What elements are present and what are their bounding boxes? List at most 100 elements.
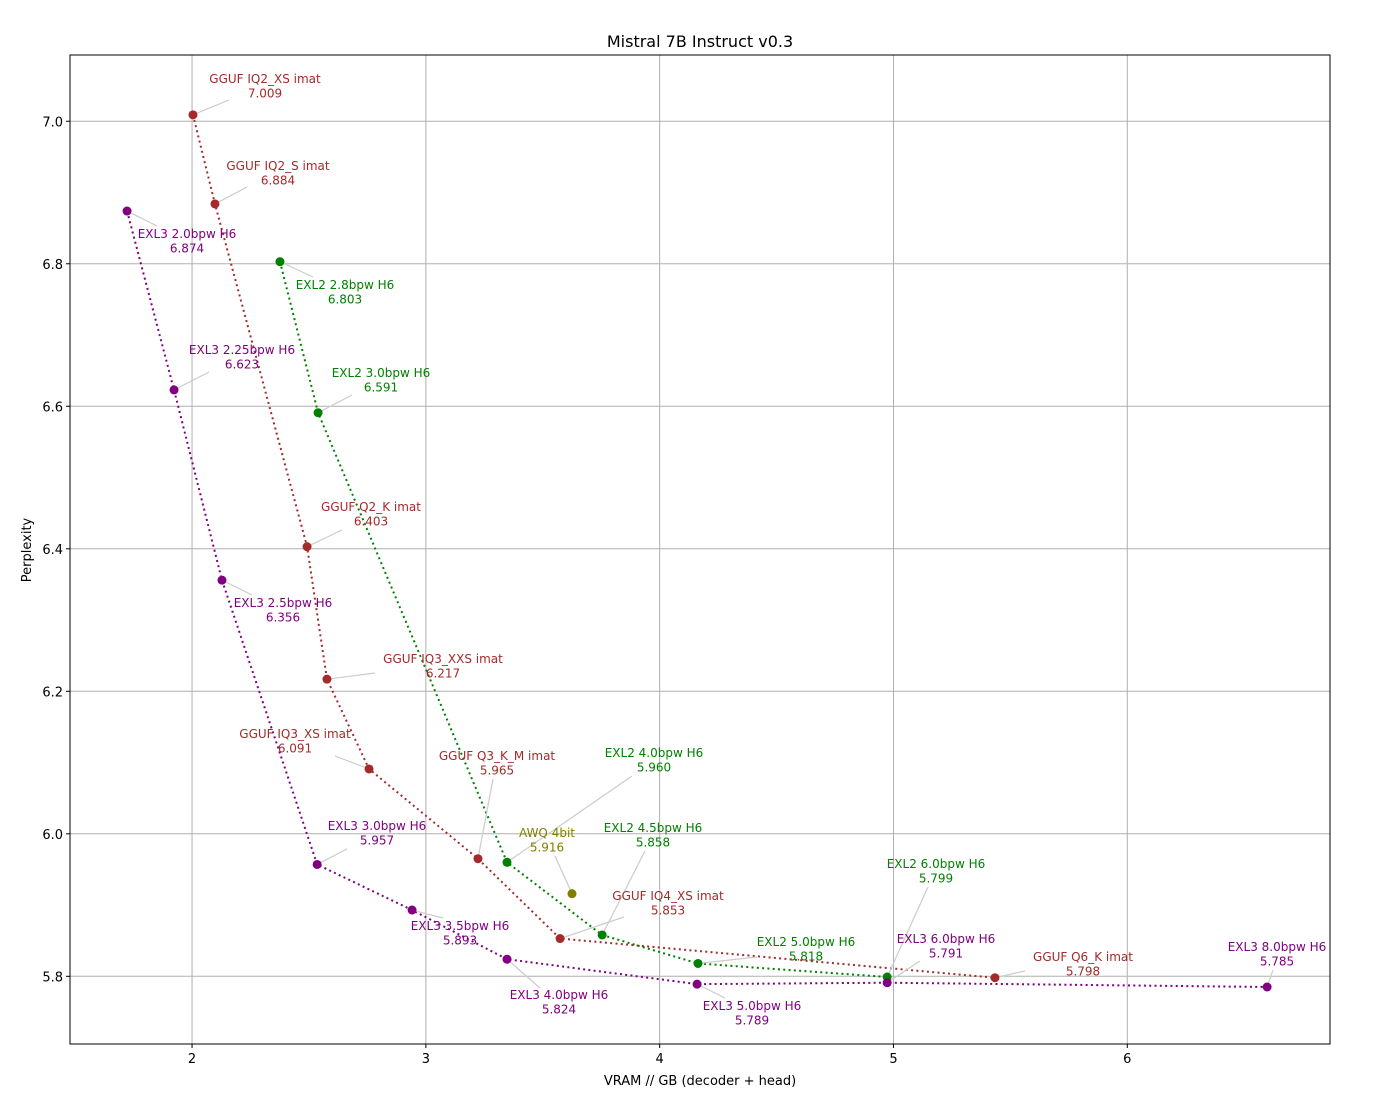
point-label: GGUF IQ3_XS imat (239, 727, 351, 741)
annotation-leader (886, 886, 929, 978)
point-label: EXL3 6.0bpw H6 (897, 932, 996, 946)
point-value: 6.803 (328, 293, 362, 307)
point-label: EXL2 2.8bpw H6 (296, 278, 395, 292)
point-label: GGUF IQ4_XS imat (612, 889, 724, 903)
point-label: GGUF IQ3_XXS imat (383, 652, 503, 666)
data-point (169, 385, 179, 395)
point-value: 5.789 (735, 1014, 769, 1028)
annotation-leader (334, 755, 370, 770)
point-label: GGUF IQ2_XS imat (209, 72, 321, 86)
x-tick-label: 2 (188, 1052, 196, 1067)
data-point (473, 854, 483, 864)
plot-frame (69, 54, 1331, 1045)
data-point (364, 764, 374, 774)
point-label: EXL2 6.0bpw H6 (887, 857, 986, 871)
point-value: 5.799 (919, 872, 953, 886)
x-tick-label: 6 (1123, 1052, 1131, 1067)
data-point (122, 206, 132, 216)
y-tick-label: 6.2 (42, 685, 63, 700)
x-tick-label: 5 (889, 1052, 897, 1067)
data-point (502, 954, 512, 964)
data-point (302, 542, 312, 552)
data-point (407, 905, 417, 915)
point-value: 5.960 (637, 761, 671, 775)
y-tick-label: 6.4 (42, 543, 63, 558)
point-label: EXL3 5.0bpw H6 (703, 999, 802, 1013)
data-point (567, 889, 577, 899)
data-point (188, 110, 198, 120)
point-value: 5.824 (542, 1003, 576, 1017)
data-point (210, 199, 220, 209)
annotation-leader (306, 529, 343, 548)
point-label: EXL3 2.25bpw H6 (189, 343, 295, 357)
data-point (693, 958, 703, 968)
point-value: 6.591 (364, 381, 398, 395)
point-value: 6.217 (426, 667, 460, 681)
annotation-leader (697, 956, 758, 965)
point-value: 5.853 (651, 904, 685, 918)
data-point (322, 674, 332, 684)
annotation-leader (559, 916, 625, 940)
annotation-leader (554, 855, 573, 894)
data-point (313, 408, 323, 418)
point-value: 6.403 (354, 515, 388, 529)
series-line (192, 114, 996, 979)
data-point (692, 979, 702, 989)
point-label: GGUF Q3_K_M imat (439, 749, 556, 763)
point-value: 5.893 (443, 934, 477, 948)
annotation-leader (326, 672, 376, 680)
point-label: EXL3 8.0bpw H6 (1228, 940, 1327, 954)
annotation-leader (506, 958, 541, 989)
annotation-leader (317, 394, 353, 414)
x-tick-label: 4 (656, 1052, 664, 1067)
y-tick-label: 6.0 (42, 828, 63, 843)
data-point (555, 934, 565, 944)
data-point (275, 257, 285, 267)
point-value: 5.957 (360, 834, 394, 848)
point-value: 6.356 (266, 611, 300, 625)
annotation-leader (173, 371, 210, 391)
point-label: EXL2 5.0bpw H6 (757, 935, 856, 949)
data-point (312, 859, 322, 869)
y-tick-label: 6.6 (42, 400, 63, 415)
point-label: EXL2 4.5bpw H6 (604, 821, 703, 835)
annotation-leader (316, 848, 348, 865)
x-tick-label: 3 (422, 1052, 430, 1067)
y-tick-label: 7.0 (42, 115, 63, 130)
point-value: 5.798 (1066, 965, 1100, 979)
point-value: 5.818 (789, 950, 823, 964)
annotation-leader (279, 261, 314, 278)
point-value: 7.009 (248, 87, 282, 101)
data-point (597, 930, 607, 940)
point-label: EXL3 3.0bpw H6 (328, 819, 427, 833)
point-label: EXL2 4.0bpw H6 (605, 746, 704, 760)
x-axis-label: VRAM // GB (decoder + head) (604, 1074, 796, 1089)
point-label: EXL3 3.5bpw H6 (411, 919, 510, 933)
point-value: 6.884 (261, 174, 295, 188)
data-point (1262, 982, 1272, 992)
annotation-leader (411, 909, 444, 919)
annotation-leader (994, 970, 1026, 979)
point-value: 5.965 (480, 764, 514, 778)
point-value: 6.623 (225, 358, 259, 372)
data-point (990, 973, 1000, 983)
point-label: GGUF Q2_K imat (321, 500, 421, 514)
y-axis-label: Perplexity (20, 517, 35, 582)
point-value: 5.791 (929, 947, 963, 961)
chart-title: Mistral 7B Instruct v0.3 (607, 32, 793, 51)
point-label: EXL3 4.0bpw H6 (510, 988, 609, 1002)
point-label: EXL2 3.0bpw H6 (332, 366, 431, 380)
point-value: 5.785 (1260, 955, 1294, 969)
point-value: 6.874 (170, 242, 204, 256)
annotation-leader (886, 960, 921, 984)
point-label: EXL3 2.0bpw H6 (138, 227, 237, 241)
point-label: EXL3 2.5bpw H6 (234, 596, 333, 610)
point-label: GGUF IQ2_S imat (226, 159, 330, 173)
annotation-leader (126, 210, 158, 227)
annotation-leader (696, 983, 726, 999)
y-tick-label: 6.8 (42, 258, 63, 273)
data-point (882, 978, 892, 988)
annotation-leader (506, 775, 633, 863)
point-label: AWQ 4bit (519, 826, 575, 840)
